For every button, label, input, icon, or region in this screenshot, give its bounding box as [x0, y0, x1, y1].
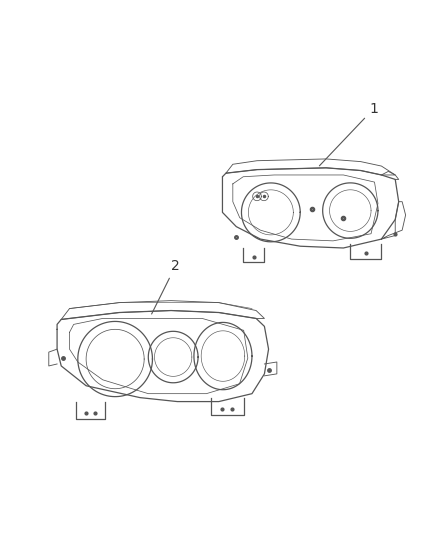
Text: 2: 2 [152, 259, 180, 314]
Text: 1: 1 [319, 102, 378, 166]
